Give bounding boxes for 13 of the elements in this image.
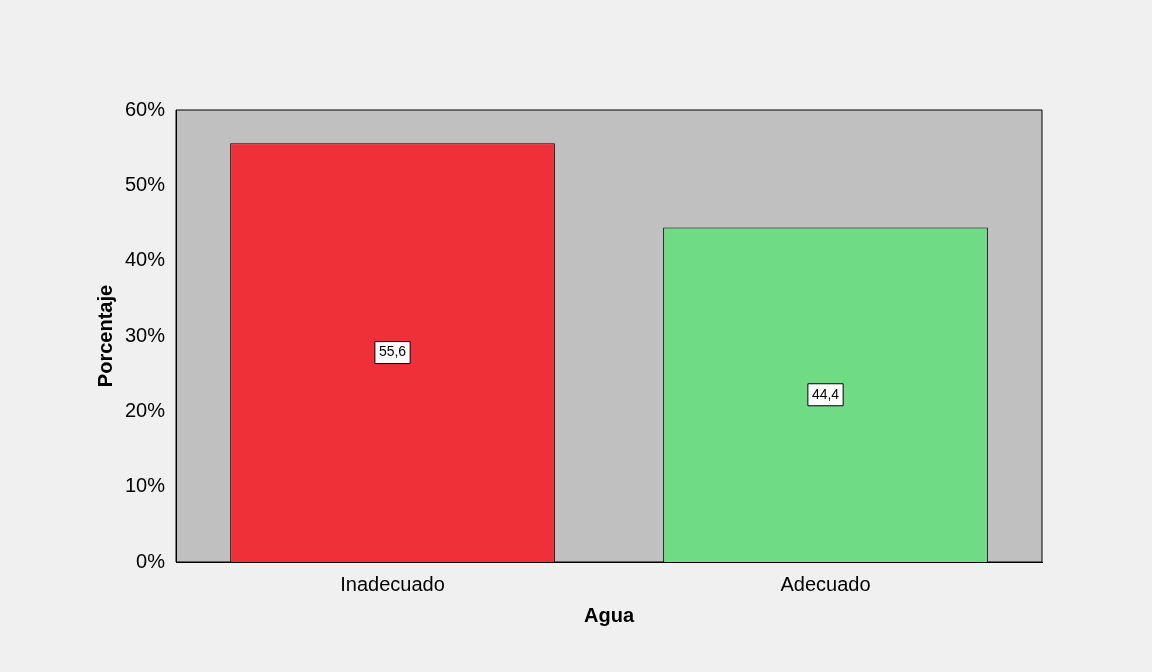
data-label: 44,4 bbox=[811, 385, 840, 402]
y-tick-label: 40% bbox=[125, 248, 166, 271]
y-tick-label: 10% bbox=[125, 474, 166, 497]
x-axis-title: Agua bbox=[584, 603, 635, 626]
y-axis-title: Porcentaje bbox=[93, 284, 116, 388]
y-tick-label: 60% bbox=[125, 97, 166, 120]
data-label: 55,6 bbox=[378, 343, 407, 360]
y-tick-label: 20% bbox=[125, 398, 166, 421]
y-tick-label: 50% bbox=[125, 172, 166, 195]
x-tick-label: Inadecuado bbox=[340, 572, 445, 595]
x-tick-label: Adecuado bbox=[780, 572, 871, 595]
y-tick-label: 30% bbox=[125, 323, 166, 346]
y-tick-label: 0% bbox=[136, 549, 166, 572]
